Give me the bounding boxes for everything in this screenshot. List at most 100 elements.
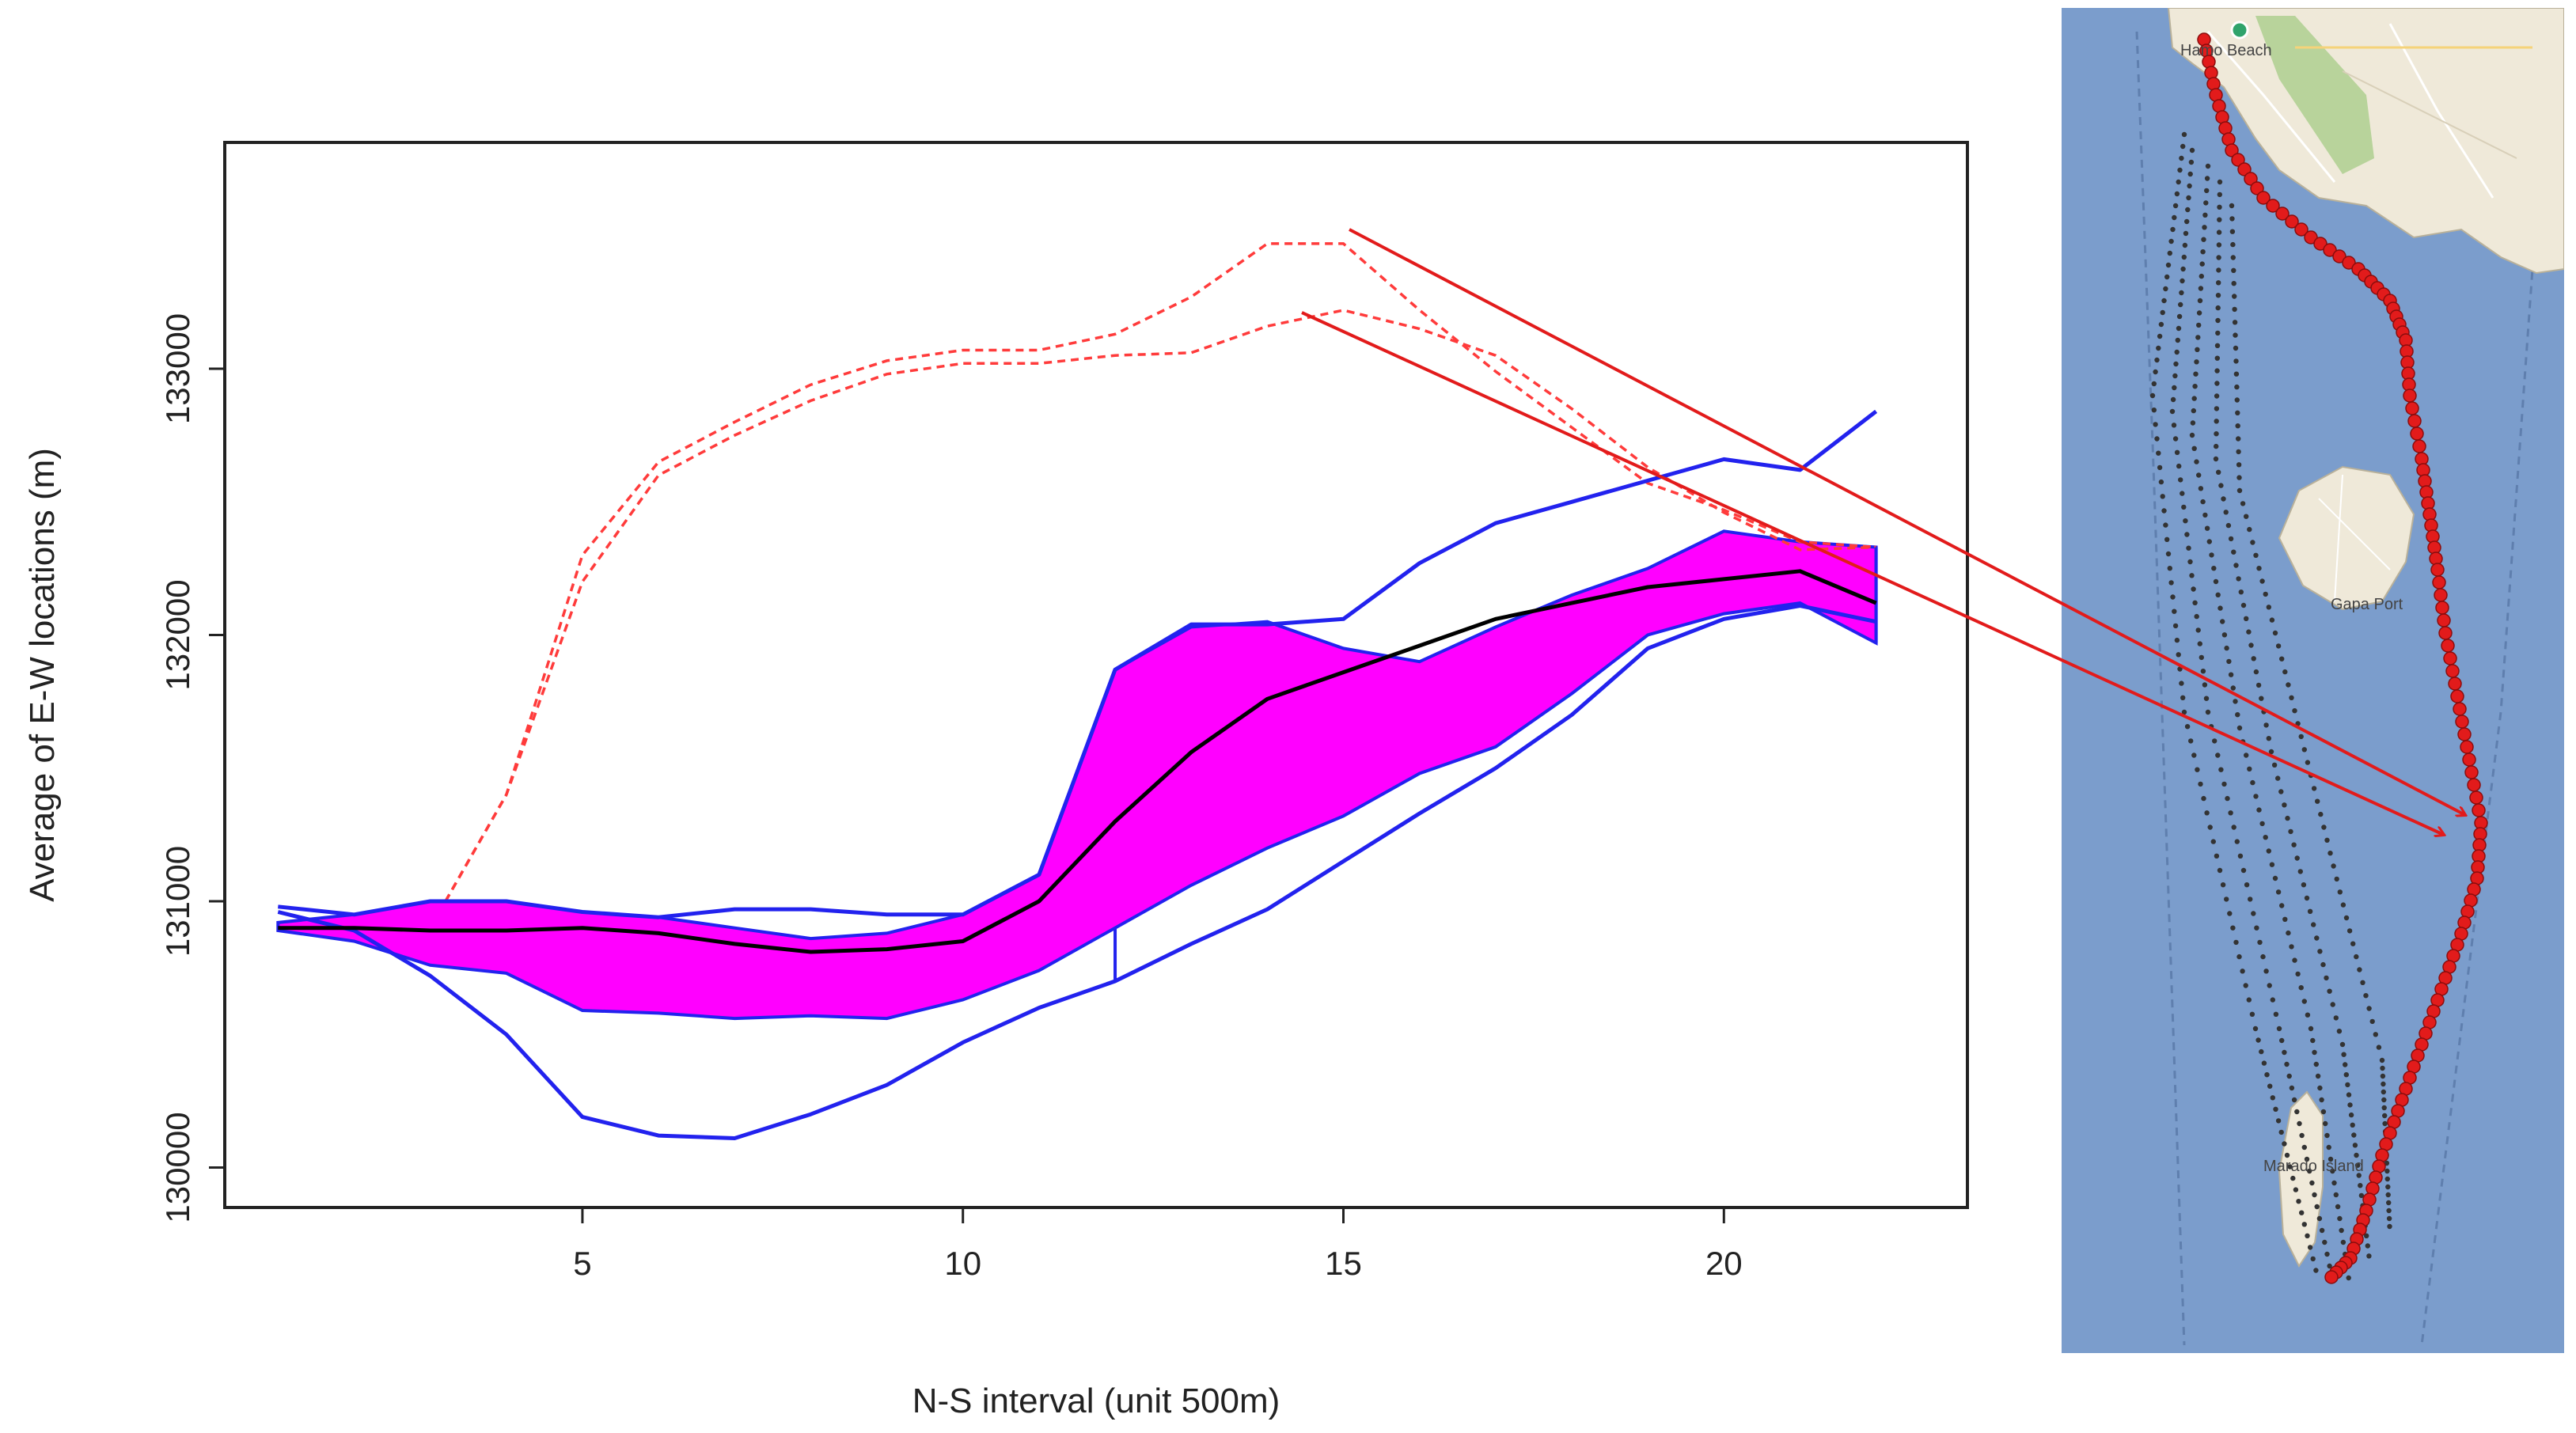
gray-track-point (2373, 1032, 2378, 1037)
gray-track-point (2233, 939, 2239, 946)
gray-track-point (2279, 1037, 2285, 1044)
gray-track-point (2240, 867, 2247, 874)
gray-track-point (2273, 1011, 2279, 1018)
gray-track-point (2235, 410, 2240, 415)
gray-track-point (2235, 423, 2240, 429)
gray-track-point (2282, 802, 2287, 808)
gray-track-point (2216, 242, 2222, 248)
gray-track-point (2230, 925, 2236, 931)
gray-track-point (2176, 652, 2181, 658)
gray-track-point (2282, 1141, 2287, 1147)
gray-track-point (2185, 207, 2191, 213)
gray-track-point (2199, 273, 2204, 279)
gray-track-point (2215, 293, 2221, 298)
red-track-point (2457, 727, 2472, 741)
gray-track-point (2324, 1132, 2330, 1139)
gray-track-point (2244, 753, 2249, 758)
gray-track-point (2214, 343, 2221, 348)
gray-track-point (2163, 286, 2168, 292)
gray-track-point (2216, 255, 2221, 260)
gray-track-point (2315, 1073, 2321, 1079)
gray-track-point (2259, 578, 2265, 584)
red-track-point (2294, 222, 2309, 237)
gray-track-point (2341, 1052, 2346, 1057)
gray-track-point (2319, 1227, 2325, 1234)
gray-track-point (2321, 825, 2327, 830)
red-track-point (2453, 702, 2467, 716)
gray-track-point (2196, 322, 2202, 328)
gray-track-point (2233, 699, 2238, 704)
x-ticks: 5 10 15 20 (573, 1207, 1743, 1282)
gray-track-point (2187, 171, 2193, 177)
gray-track-point (2181, 254, 2187, 260)
gray-track-point (2381, 1105, 2387, 1111)
red-track-point (2460, 740, 2474, 754)
gray-track-point (2236, 449, 2241, 455)
gray-track-point (2364, 1233, 2369, 1239)
gray-track-point (2191, 445, 2197, 451)
gray-track-point (2149, 392, 2156, 399)
gray-track-point (2260, 953, 2266, 960)
red-track-point (2313, 237, 2328, 251)
gray-track-point (2228, 536, 2234, 542)
gray-track-point (2285, 815, 2290, 821)
map-lane-line (2135, 31, 2186, 1346)
gray-track-point (2183, 518, 2188, 524)
red-track-point (2472, 803, 2486, 817)
red-track-point (2225, 143, 2239, 157)
map-road (2388, 23, 2494, 199)
red-track-point (2467, 778, 2481, 792)
gray-track-point (2160, 494, 2165, 499)
red-track-point (2441, 639, 2455, 653)
gray-track-point (2158, 479, 2164, 485)
gray-track-point (2199, 654, 2204, 661)
gray-track-point (2346, 1275, 2351, 1281)
gray-track-point (2236, 576, 2241, 582)
gray-track-point (2172, 385, 2177, 391)
gray-track-point (2217, 204, 2222, 210)
gray-track-point (2243, 983, 2248, 988)
y-tick-label: 132000 (159, 579, 196, 690)
gray-track-point (2217, 217, 2222, 222)
gray-track-point (2195, 627, 2201, 633)
gray-track-point (2240, 969, 2245, 974)
blue-upper-outer (278, 409, 1878, 919)
gray-track-point (2291, 842, 2297, 847)
gray-track-point (2317, 949, 2323, 954)
gray-track-point (2215, 317, 2221, 324)
gray-track-point (2176, 313, 2183, 320)
gray-track-point (2234, 384, 2240, 390)
mean-line (278, 569, 1877, 954)
gray-track-point (2188, 159, 2195, 165)
gray-track-point (2161, 508, 2167, 514)
gray-track-point (2195, 347, 2200, 352)
gray-track-point (2334, 876, 2339, 882)
gray-track-point (2156, 450, 2161, 456)
gray-track-point (2238, 590, 2244, 595)
red-track-point (2469, 790, 2483, 805)
gray-track-point (2366, 1253, 2372, 1259)
gray-track-point (2194, 359, 2199, 365)
gray-track-point (2266, 848, 2271, 854)
gray-track-point (2184, 532, 2190, 537)
gray-track-point (2286, 1073, 2292, 1079)
y-tick-label: 131000 (159, 846, 196, 957)
gray-track-point (2296, 1199, 2301, 1204)
gray-track-point (2189, 573, 2195, 578)
gray-track-point (2261, 1060, 2267, 1066)
gray-track-point (2275, 1118, 2282, 1124)
red-track-point (2437, 613, 2451, 627)
gray-track-point (2191, 753, 2197, 758)
gray-track-point (2312, 1192, 2317, 1198)
gray-track-point (2337, 889, 2343, 895)
gray-track-point (2235, 712, 2240, 718)
map-label-port: Gapa Port (2331, 596, 2403, 613)
red-track-point (2412, 439, 2426, 453)
gray-track-point (2343, 1062, 2348, 1067)
gray-track-point (2327, 1263, 2332, 1269)
gray-track-point (2272, 630, 2278, 636)
gray-track-point (2256, 807, 2262, 813)
gray-track-point (2314, 1204, 2320, 1210)
gray-track-point (2176, 463, 2182, 469)
gray-track-point (2299, 1210, 2305, 1215)
